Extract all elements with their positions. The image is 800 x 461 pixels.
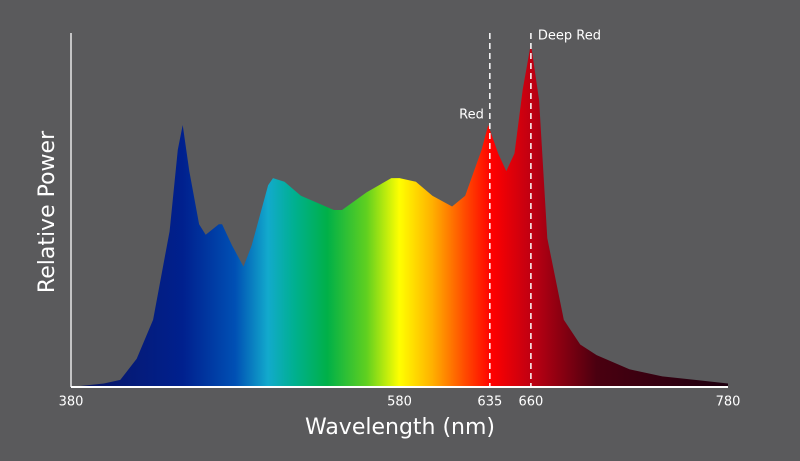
x-tick-label: 580: [387, 395, 412, 410]
y-axis-label: Relative Power: [35, 130, 60, 293]
x-tick-label: 380: [59, 395, 84, 410]
x-tick-label: 635: [477, 395, 502, 410]
x-tick-label: 780: [716, 395, 741, 410]
plot-area: 380 580 635 660 780 Red Deep Red: [59, 29, 741, 410]
x-axis-label: Wavelength (nm): [305, 415, 495, 440]
x-tick-label: 660: [518, 395, 543, 410]
annotation-label: Deep Red: [538, 29, 601, 44]
annotation-label: Red: [459, 108, 484, 123]
spectrum-area: [71, 43, 728, 387]
